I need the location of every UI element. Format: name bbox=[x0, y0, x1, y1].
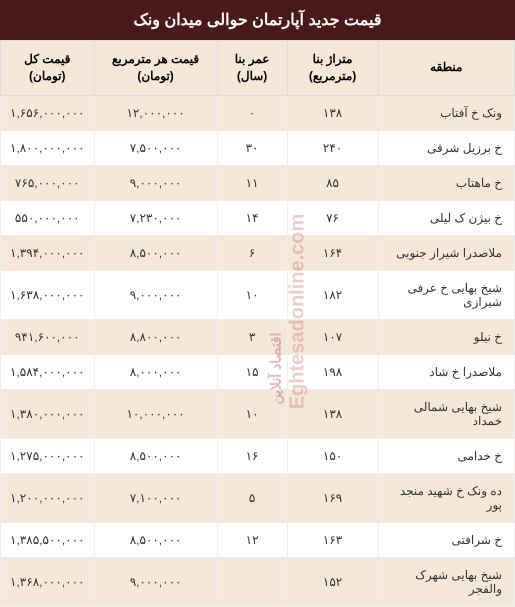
cell-total-price: ۹۴۱,۶۰۰,۰۰۰ bbox=[1, 319, 95, 354]
cell-age: ۳۰ bbox=[217, 130, 287, 165]
cell-area: ۸۵ bbox=[287, 165, 378, 200]
cell-total-price: ۷۶۵,۰۰۰,۰۰۰ bbox=[1, 165, 95, 200]
cell-region: خ خدامی bbox=[378, 438, 514, 473]
table-row: خ شرافتی۱۶۳۱۲۸,۵۰۰,۰۰۰۱,۳۸۵,۵۰۰,۰۰۰ bbox=[1, 522, 515, 557]
cell-age: ۶ bbox=[217, 235, 287, 270]
cell-price-per-m: ۷,۱۰۰,۰۰۰ bbox=[94, 473, 217, 522]
cell-region: خ برزیل شرقی bbox=[378, 130, 514, 165]
cell-age: ۱۵ bbox=[217, 354, 287, 389]
cell-price-per-m: ۸,۵۰۰,۰۰۰ bbox=[94, 438, 217, 473]
cell-price-per-m: ۷,۲۳۰,۰۰۰ bbox=[94, 200, 217, 235]
cell-region: ملاصدرا شیراز جنوبی bbox=[378, 235, 514, 270]
cell-area: ۷۶ bbox=[287, 200, 378, 235]
cell-total-price: ۱,۲۰۰,۰۰۰,۰۰۰ bbox=[1, 473, 95, 522]
cell-region: ونک خ آفتاب bbox=[378, 95, 514, 130]
cell-area: ۱۰۷ bbox=[287, 319, 378, 354]
price-table: منطقه متراژ بنا (مترمربع) عمر بنا (سال) … bbox=[0, 40, 515, 607]
cell-total-price: ۱,۸۰۰,۰۰۰,۰۰۰ bbox=[1, 130, 95, 165]
cell-age: ۰ bbox=[217, 95, 287, 130]
cell-total-price: ۱,۳۶۸,۰۰۰,۰۰۰ bbox=[1, 557, 95, 606]
cell-price-per-m: ۹,۰۰۰,۰۰۰ bbox=[94, 270, 217, 319]
cell-price-per-m: ۸,۰۰۰,۰۰۰ bbox=[94, 354, 217, 389]
cell-region: خ ماهتاب bbox=[378, 165, 514, 200]
cell-age: ۱۱ bbox=[217, 165, 287, 200]
cell-price-per-m: ۸,۵۰۰,۰۰۰ bbox=[94, 522, 217, 557]
cell-region: شیخ بهایی شمالی خمداد bbox=[378, 389, 514, 438]
cell-region: ملاصدرا خ شاد bbox=[378, 354, 514, 389]
cell-region: ده ونک خ شهید منجد پور bbox=[378, 473, 514, 522]
cell-area: ۱۵۲ bbox=[287, 557, 378, 606]
table-body: ونک خ آفتاب۱۳۸۰۱۲,۰۰۰,۰۰۰۱,۶۵۶,۰۰۰,۰۰۰خ … bbox=[1, 95, 515, 606]
cell-total-price: ۱,۲۷۵,۰۰۰,۰۰۰ bbox=[1, 438, 95, 473]
header-row: منطقه متراژ بنا (مترمربع) عمر بنا (سال) … bbox=[1, 41, 515, 96]
cell-area: ۱۶۴ bbox=[287, 235, 378, 270]
col-area: متراژ بنا (مترمربع) bbox=[287, 41, 378, 96]
cell-total-price: ۱,۶۵۶,۰۰۰,۰۰۰ bbox=[1, 95, 95, 130]
table-row: خ برزیل شرقی۲۴۰۳۰۷,۵۰۰,۰۰۰۱,۸۰۰,۰۰۰,۰۰۰ bbox=[1, 130, 515, 165]
table-container: قیمت جدید آپارتمان حوالی میدان ونک منطقه… bbox=[0, 0, 515, 607]
cell-total-price: ۱,۳۸۰,۰۰۰,۰۰۰ bbox=[1, 389, 95, 438]
cell-price-per-m: ۸,۸۰۰,۰۰۰ bbox=[94, 319, 217, 354]
page-title: قیمت جدید آپارتمان حوالی میدان ونک bbox=[0, 0, 515, 40]
cell-region: شیخ بهایی خ عرفی شیرازی bbox=[378, 270, 514, 319]
table-row: شیخ بهایی خ عرفی شیرازی۱۸۲۱۰۹,۰۰۰,۰۰۰۱,۶… bbox=[1, 270, 515, 319]
table-row: خ نیلو۱۰۷۳۸,۸۰۰,۰۰۰۹۴۱,۶۰۰,۰۰۰ bbox=[1, 319, 515, 354]
table-row: ونک خ آفتاب۱۳۸۰۱۲,۰۰۰,۰۰۰۱,۶۵۶,۰۰۰,۰۰۰ bbox=[1, 95, 515, 130]
cell-age: ۵ bbox=[217, 473, 287, 522]
cell-price-per-m: ۱۲,۰۰۰,۰۰۰ bbox=[94, 95, 217, 130]
table-row: ملاصدرا خ شاد۱۹۸۱۵۸,۰۰۰,۰۰۰۱,۵۸۴,۰۰۰,۰۰۰ bbox=[1, 354, 515, 389]
cell-price-per-m: ۱۰,۰۰۰,۰۰۰ bbox=[94, 389, 217, 438]
cell-price-per-m: ۹,۰۰۰,۰۰۰ bbox=[94, 557, 217, 606]
table-row: خ بیژن ک لیلی۷۶۱۴۷,۲۳۰,۰۰۰۵۵۰,۰۰۰,۰۰۰ bbox=[1, 200, 515, 235]
col-total-price: قیمت کل (تومان) bbox=[1, 41, 95, 96]
cell-price-per-m: ۸,۵۰۰,۰۰۰ bbox=[94, 235, 217, 270]
cell-area: ۱۸۲ bbox=[287, 270, 378, 319]
cell-region: خ شرافتی bbox=[378, 522, 514, 557]
cell-age: ۳ bbox=[217, 319, 287, 354]
col-age: عمر بنا (سال) bbox=[217, 41, 287, 96]
cell-total-price: ۱,۶۳۸,۰۰۰,۰۰۰ bbox=[1, 270, 95, 319]
col-region: منطقه bbox=[378, 41, 514, 96]
cell-area: ۱۵۰ bbox=[287, 438, 378, 473]
cell-area: ۱۳۸ bbox=[287, 389, 378, 438]
cell-region: خ بیژن ک لیلی bbox=[378, 200, 514, 235]
table-row: شیخ بهایی شمالی خمداد۱۳۸۱۰۱۰,۰۰۰,۰۰۰۱,۳۸… bbox=[1, 389, 515, 438]
table-row: شیخ بهایی شهرک والفجر۱۵۲ ۹,۰۰۰,۰۰۰۱,۳۶۸,۰… bbox=[1, 557, 515, 606]
cell-area: ۲۴۰ bbox=[287, 130, 378, 165]
cell-region: شیخ بهایی شهرک والفجر bbox=[378, 557, 514, 606]
cell-area: ۱۶۳ bbox=[287, 522, 378, 557]
cell-age: ۱۰ bbox=[217, 389, 287, 438]
cell-age bbox=[217, 557, 287, 606]
cell-region: خ نیلو bbox=[378, 319, 514, 354]
cell-price-per-m: ۷,۵۰۰,۰۰۰ bbox=[94, 130, 217, 165]
table-row: ده ونک خ شهید منجد پور۱۶۹۵۷,۱۰۰,۰۰۰۱,۲۰۰… bbox=[1, 473, 515, 522]
cell-age: ۱۰ bbox=[217, 270, 287, 319]
cell-total-price: ۱,۳۸۵,۵۰۰,۰۰۰ bbox=[1, 522, 95, 557]
cell-area: ۱۳۸ bbox=[287, 95, 378, 130]
cell-total-price: ۱,۵۸۴,۰۰۰,۰۰۰ bbox=[1, 354, 95, 389]
cell-age: ۱۶ bbox=[217, 438, 287, 473]
cell-age: ۱۲ bbox=[217, 522, 287, 557]
cell-age: ۱۴ bbox=[217, 200, 287, 235]
cell-total-price: ۱,۳۹۴,۰۰۰,۰۰۰ bbox=[1, 235, 95, 270]
table-row: خ خدامی۱۵۰۱۶۸,۵۰۰,۰۰۰۱,۲۷۵,۰۰۰,۰۰۰ bbox=[1, 438, 515, 473]
cell-area: ۱۹۸ bbox=[287, 354, 378, 389]
cell-price-per-m: ۹,۰۰۰,۰۰۰ bbox=[94, 165, 217, 200]
table-row: ملاصدرا شیراز جنوبی۱۶۴۶۸,۵۰۰,۰۰۰۱,۳۹۴,۰۰… bbox=[1, 235, 515, 270]
col-price-per-m: قیمت هر مترمربع (تومان) bbox=[94, 41, 217, 96]
cell-total-price: ۵۵۰,۰۰۰,۰۰۰ bbox=[1, 200, 95, 235]
cell-area: ۱۶۹ bbox=[287, 473, 378, 522]
table-row: خ ماهتاب۸۵۱۱۹,۰۰۰,۰۰۰۷۶۵,۰۰۰,۰۰۰ bbox=[1, 165, 515, 200]
